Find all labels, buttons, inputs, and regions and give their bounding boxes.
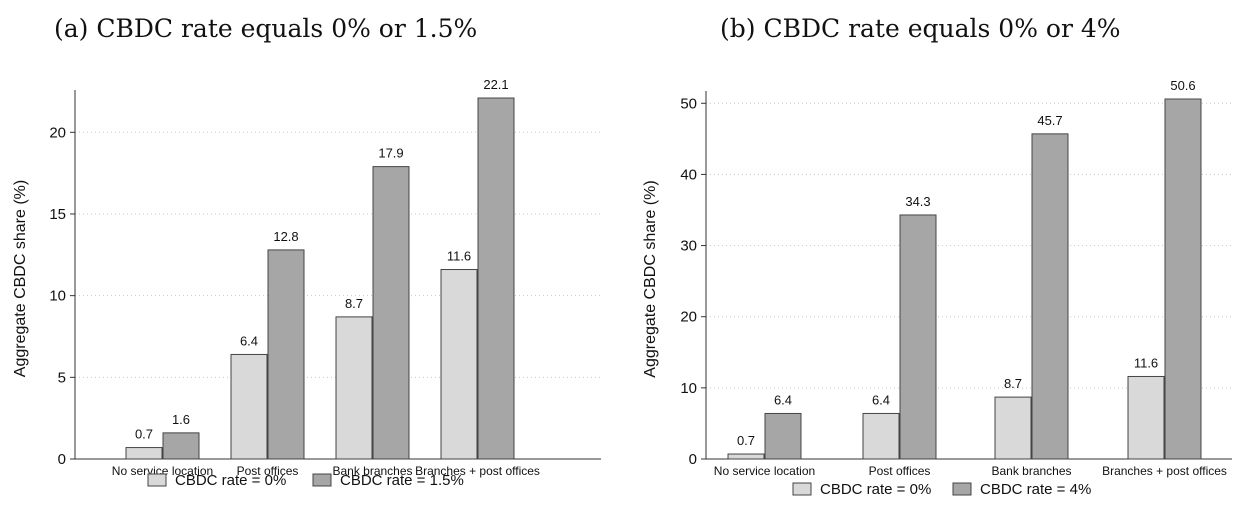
chart-a-data-label: 8.7 (345, 296, 363, 311)
chart-a-data-label: 11.6 (447, 249, 471, 264)
chart-b-category-label: Branches + post offices (1102, 464, 1227, 478)
chart-a-category-label: Bank branches (332, 464, 412, 478)
chart-b-ytick-label: 50 (680, 95, 697, 112)
chart-a-ytick-label: 15 (49, 206, 66, 223)
chart-b-bar (1164, 98, 1202, 460)
chart-b-category-label: Bank branches (991, 464, 1071, 478)
chart-a-bar (335, 316, 373, 460)
chart-b-legend-label: CBDC rate = 0% (820, 481, 931, 498)
chart-b-data-label: 6.4 (872, 392, 890, 407)
chart-a-ytick-label: 10 (49, 288, 66, 305)
chart-b-legend-swatch (952, 482, 972, 496)
chart-b-legend-swatch (792, 482, 812, 496)
chart-a-bar (162, 432, 200, 460)
chart-b-ytick-label: 10 (680, 380, 697, 397)
chart-b-bar (994, 396, 1032, 460)
chart-b-bar (899, 214, 937, 460)
chart-a-legend-label: CBDC rate = 0% (175, 472, 286, 489)
chart-a-data-label: 0.7 (135, 427, 153, 442)
chart-a-data-label: 17.9 (378, 146, 403, 161)
chart-a-ytick-label: 5 (58, 369, 66, 386)
chart-b-data-label: 11.6 (1134, 355, 1158, 370)
chart-b-ytick-label: 30 (680, 238, 697, 255)
chart-b-bar (1127, 375, 1165, 460)
chart-a-bar (267, 249, 305, 460)
chart-a-data-label: 22.1 (483, 77, 508, 92)
chart-b-y-axis-label: Aggregate CBDC share (%) (642, 180, 659, 377)
chart-a-bar (440, 269, 478, 460)
chart-b-data-label: 0.7 (737, 433, 755, 448)
chart-b-bar (727, 453, 765, 460)
chart-a-bar (477, 97, 515, 460)
chart-a-legend-swatch (312, 473, 332, 487)
chart-a-data-label: 6.4 (240, 333, 258, 348)
chart-a-bar (125, 447, 163, 460)
chart-a-category-label: Post offices (237, 464, 299, 478)
chart-b-ytick-label: 20 (680, 309, 697, 326)
chart-a-legend-swatch (147, 473, 167, 487)
chart-a-bar (372, 166, 410, 460)
chart-a-ytick-label: 0 (58, 451, 66, 468)
panel-a-title: (a) CBDC rate equals 0% or 1.5% (54, 14, 478, 43)
chart-a-legend-label: CBDC rate = 1.5% (340, 472, 464, 489)
chart-b-ytick-label: 0 (689, 451, 697, 468)
chart-a-category-label: No service location (112, 464, 213, 478)
chart-b-category-label: No service location (714, 464, 815, 478)
chart-b-data-label: 6.4 (774, 392, 792, 407)
chart-b-data-label: 45.7 (1037, 113, 1062, 128)
chart-a-category-label: Branches + post offices (415, 464, 540, 478)
chart-b-bar (862, 412, 900, 460)
chart-a-y-axis-label: Aggregate CBDC share (%) (12, 180, 29, 377)
chart-b-legend-label: CBDC rate = 4% (980, 481, 1091, 498)
chart-b-bar (764, 412, 802, 460)
chart-a-ytick-label: 20 (49, 124, 66, 141)
chart-b-category-label: Post offices (869, 464, 931, 478)
chart-a-data-label: 1.6 (172, 412, 190, 427)
chart-a-data-label: 12.8 (273, 229, 298, 244)
chart-b-data-label: 50.6 (1170, 78, 1195, 93)
chart-b-ytick-label: 40 (680, 166, 697, 183)
chart-a-bar (230, 353, 268, 460)
chart-b-data-label: 34.3 (905, 194, 930, 209)
chart-b-data-label: 8.7 (1004, 376, 1022, 391)
panel-b-title: (b) CBDC rate equals 0% or 4% (720, 14, 1121, 43)
chart-b-bar (1031, 133, 1069, 460)
